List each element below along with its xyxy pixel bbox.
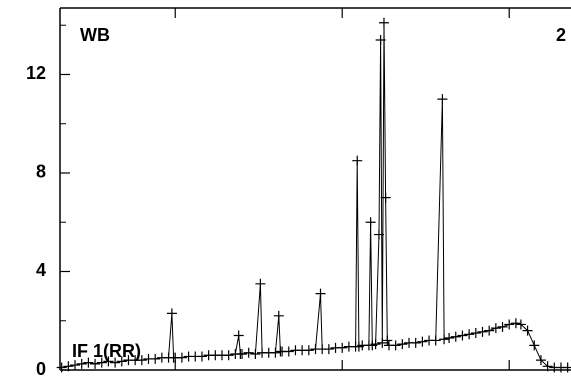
point-marker	[477, 326, 488, 337]
point-marker	[303, 345, 314, 356]
point-marker	[504, 319, 515, 330]
point-marker	[378, 17, 389, 28]
point-marker	[370, 339, 381, 350]
point-marker	[150, 353, 161, 364]
point-marker	[450, 331, 461, 342]
y-tick-label: 4	[36, 260, 46, 280]
point-marker	[103, 356, 114, 367]
point-marker	[390, 340, 401, 351]
spectrum-line	[61, 22, 568, 368]
y-tick-label: 8	[36, 162, 46, 182]
point-marker	[243, 347, 254, 358]
point-marker	[464, 329, 475, 340]
point-marker	[270, 347, 281, 358]
point-marker	[529, 340, 540, 351]
point-marker	[457, 330, 468, 341]
point-marker	[542, 361, 553, 372]
point-marker	[510, 318, 521, 329]
point-marker	[497, 321, 508, 332]
point-marker	[70, 360, 81, 371]
panel-number: 2	[556, 25, 566, 45]
point-marker	[439, 334, 450, 345]
point-marker	[56, 362, 67, 373]
point-marker	[417, 336, 428, 347]
point-marker	[470, 328, 481, 339]
point-marker	[96, 357, 107, 368]
point-marker	[76, 358, 87, 369]
y-tick-label: 12	[26, 63, 46, 83]
point-marker	[273, 310, 284, 321]
point-marker	[250, 348, 261, 359]
point-marker	[315, 288, 326, 299]
point-marker	[90, 358, 101, 369]
point-marker	[522, 325, 533, 336]
point-marker	[136, 355, 147, 366]
point-marker	[63, 361, 74, 372]
point-marker	[484, 325, 495, 336]
point-marker	[430, 335, 441, 346]
y-tick-label: 0	[36, 359, 46, 378]
point-marker	[375, 35, 386, 46]
point-marker	[233, 330, 244, 341]
point-marker	[535, 355, 546, 366]
point-marker	[410, 337, 421, 348]
point-marker	[382, 335, 393, 346]
point-marker	[166, 308, 177, 319]
point-marker	[110, 357, 121, 368]
point-marker	[337, 342, 348, 353]
point-marker	[352, 155, 363, 166]
point-marker	[223, 350, 234, 361]
point-marker	[323, 344, 334, 355]
point-marker	[237, 348, 248, 359]
point-marker	[397, 339, 408, 350]
point-marker	[116, 356, 127, 367]
if-label: IF 1(RR)	[72, 341, 141, 361]
point-marker	[365, 217, 376, 228]
point-marker	[255, 278, 266, 289]
panel-label: WB	[80, 25, 110, 45]
point-marker	[437, 94, 448, 105]
point-marker	[373, 229, 384, 240]
point-marker	[562, 362, 571, 373]
point-marker	[196, 351, 207, 362]
point-marker	[444, 332, 455, 343]
point-marker	[283, 346, 294, 357]
point-marker	[377, 337, 388, 348]
point-marker	[83, 357, 94, 368]
point-marker	[490, 323, 501, 334]
point-marker	[515, 319, 526, 330]
point-marker	[380, 192, 391, 203]
point-marker	[176, 352, 187, 363]
